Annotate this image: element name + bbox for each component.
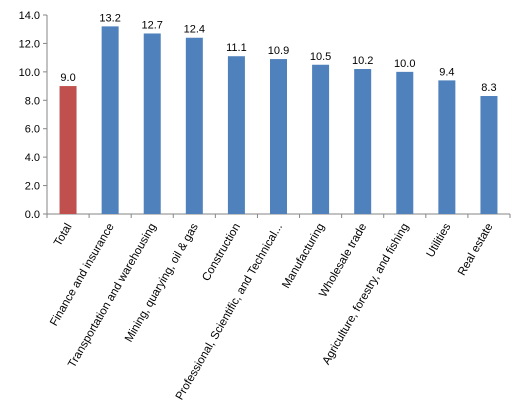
data-label: 12.7 <box>142 19 163 31</box>
bar <box>270 59 287 214</box>
y-tick-label: 14.0 <box>19 10 40 22</box>
bar <box>438 80 456 214</box>
bar <box>396 71 414 214</box>
bar <box>101 26 119 214</box>
data-label: 9.4 <box>439 66 454 78</box>
y-axis-ticks: 0.0 2.0 4.0 6.0 8.0 10.0 12.0 14.0 <box>19 10 47 221</box>
data-labels: 9.0 13.2 12.7 12.4 11.1 10.9 10.5 10.2 10.0 9.4 8.… <box>60 12 496 94</box>
bar <box>354 69 372 214</box>
data-label: 13.2 <box>99 12 120 24</box>
bar <box>312 64 330 214</box>
y-tick-label: 0.0 <box>25 209 40 221</box>
data-label: 11.1 <box>226 42 247 54</box>
y-tick-label: 12.0 <box>19 38 40 50</box>
y-tick-label: 2.0 <box>25 181 40 193</box>
category-label: Mining, quarying, oil & gas <box>123 221 201 344</box>
data-label: 10.2 <box>352 55 373 67</box>
data-label: 10.0 <box>394 58 415 70</box>
category-label: Total <box>52 222 75 249</box>
bar <box>143 33 161 214</box>
category-label: Utilities <box>425 221 454 259</box>
bar <box>185 37 203 214</box>
category-label: Manufacturing <box>280 222 327 291</box>
category-label: Construction <box>200 222 243 284</box>
y-tick-label: 6.0 <box>25 124 40 136</box>
bar <box>480 96 498 214</box>
category-label: Real estate <box>456 222 495 278</box>
category-label: Transportation and warehousing <box>66 222 159 370</box>
data-label: 9.0 <box>60 72 75 84</box>
bar <box>227 56 245 214</box>
data-label: 8.3 <box>481 82 496 94</box>
data-label: 12.4 <box>184 24 205 36</box>
bar <box>59 86 77 214</box>
y-tick-label: 4.0 <box>25 152 40 164</box>
data-label: 10.5 <box>310 51 331 63</box>
bars <box>59 26 498 214</box>
y-tick-label: 8.0 <box>25 95 40 107</box>
y-tick-label: 10.0 <box>19 67 40 79</box>
data-label: 10.9 <box>268 45 289 57</box>
category-label: Agriculture, forestry, and fishing <box>321 221 412 366</box>
category-label: Wholesale trade <box>317 222 369 300</box>
